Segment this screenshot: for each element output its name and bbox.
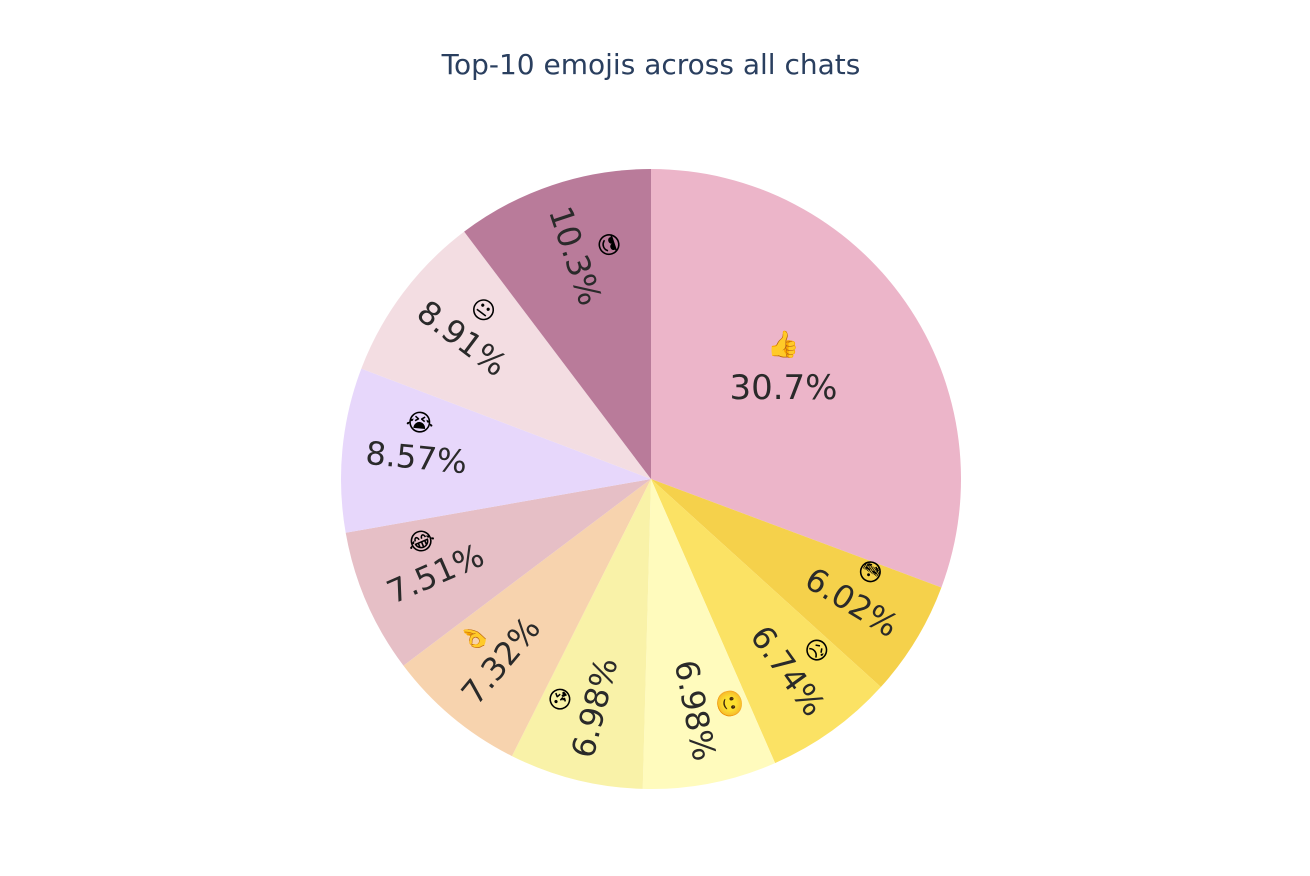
pie-slices — [341, 169, 962, 789]
pie-slice-loudly-crying-face[interactable] — [341, 368, 651, 533]
pie-slice-sad-but-relieved-face[interactable] — [651, 479, 881, 764]
pie-slice-slightly-smiling-face[interactable] — [642, 479, 776, 789]
pie-slice-face-blowing-kiss[interactable] — [511, 479, 651, 789]
thumbs-up-emoji-icon: 👍 — [767, 329, 799, 360]
slice-label-thumbs-up: 👍 30.7% — [729, 329, 837, 408]
chart-title: Top-10 emojis across all chats — [441, 48, 861, 81]
pie-slice-ok-hand[interactable] — [403, 479, 651, 757]
pie-slice-neutral-face[interactable] — [361, 231, 651, 479]
pie-slice-face-with-tears-of-joy[interactable] — [345, 479, 651, 666]
slightly-smiling-face-emoji-icon: 🙂 — [713, 686, 746, 721]
slice-percent-text: 30.7% — [729, 368, 837, 408]
pie-slice-smiling-face-with-sunglasses[interactable] — [464, 169, 651, 479]
loudly-crying-face-emoji-icon: 😭 — [404, 408, 435, 439]
pie-slice-thumbs-up[interactable] — [651, 169, 962, 588]
pie-slice-flushed-face[interactable] — [651, 479, 942, 688]
